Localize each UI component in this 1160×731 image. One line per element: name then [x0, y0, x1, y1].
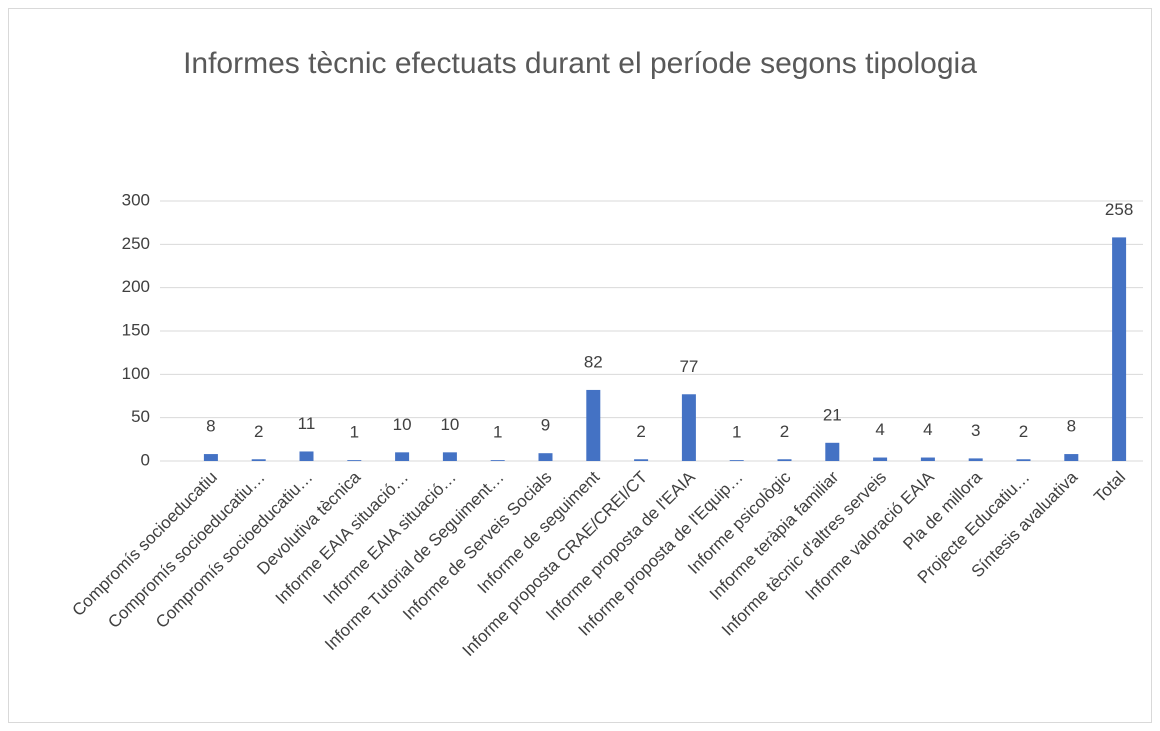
bar — [729, 460, 744, 461]
y-tick-label: 150 — [122, 320, 150, 339]
data-label: 82 — [584, 352, 603, 371]
bar — [873, 457, 888, 461]
data-label: 8 — [206, 417, 215, 436]
chart-border — [8, 8, 1152, 723]
bar — [825, 442, 840, 461]
bar — [538, 453, 553, 461]
bar — [203, 454, 218, 461]
bar — [681, 394, 696, 461]
data-label: 1 — [493, 423, 502, 442]
data-label: 4 — [875, 420, 884, 439]
data-label: 2 — [1019, 422, 1028, 441]
bar — [1112, 237, 1127, 461]
data-label: 10 — [440, 415, 459, 434]
bar — [1016, 459, 1031, 461]
y-tick-label: 200 — [122, 277, 150, 296]
bar — [968, 458, 983, 461]
bar — [490, 460, 505, 461]
bar — [920, 457, 935, 461]
data-label: 2 — [254, 422, 263, 441]
data-label: 21 — [823, 405, 842, 424]
data-label: 4 — [923, 420, 932, 439]
x-tick-label: Total — [1090, 468, 1129, 507]
data-label: 9 — [541, 416, 550, 435]
data-label: 1 — [732, 423, 741, 442]
data-label: 8 — [1067, 417, 1076, 436]
y-tick-label: 0 — [141, 450, 150, 469]
bar — [777, 459, 792, 461]
data-label: 2 — [780, 422, 789, 441]
data-label: 77 — [679, 357, 698, 376]
bar — [634, 459, 649, 461]
y-tick-label: 300 — [122, 190, 150, 209]
bar — [586, 389, 601, 461]
data-label: 1 — [350, 423, 359, 442]
y-tick-label: 50 — [131, 407, 150, 426]
bar — [442, 452, 457, 461]
data-label: 258 — [1105, 200, 1133, 219]
data-label: 2 — [636, 422, 645, 441]
bar — [347, 460, 362, 461]
data-label: 11 — [298, 414, 316, 433]
chart-title: Informes tècnic efectuats durant el perí… — [183, 47, 977, 80]
y-tick-label: 250 — [122, 234, 150, 253]
data-label: 10 — [393, 415, 412, 434]
data-label: 3 — [971, 421, 980, 440]
y-tick-label: 100 — [122, 364, 150, 383]
bar — [1064, 454, 1079, 461]
bar — [299, 451, 314, 461]
bar — [251, 459, 266, 461]
bar — [395, 452, 410, 461]
